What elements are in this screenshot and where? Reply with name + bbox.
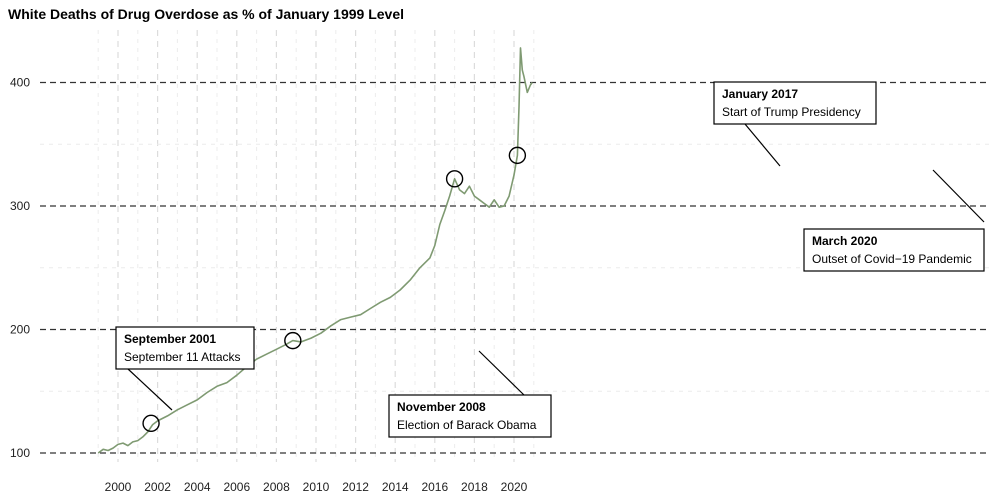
annotation-marker (284, 331, 302, 350)
annotation-leader (478, 350, 525, 396)
x-tick-label: 2016 (421, 480, 448, 494)
annotation-box (388, 394, 552, 438)
x-tick-label: 2004 (184, 480, 211, 494)
annotation-text: Outset of Covid−19 Pandemic (812, 252, 972, 266)
grid-layer (40, 30, 990, 462)
series-line (97, 47, 533, 454)
annotation-text: Election of Barack Obama (397, 418, 537, 432)
x-tick-label: 2020 (501, 480, 528, 494)
annotation-marker (508, 146, 527, 165)
x-tick-label: 2008 (263, 480, 290, 494)
annotation-box (803, 228, 985, 272)
series-layer (97, 47, 533, 454)
annotation-text: Start of Trump Presidency (722, 105, 861, 119)
annotations: September 2001 September 11 Attacks Novemb… (115, 81, 985, 438)
x-tick-label: 2002 (144, 480, 171, 494)
x-tick-label: 2006 (223, 480, 250, 494)
annotation-title: September 2001 (124, 332, 216, 346)
y-tick-label: 300 (10, 199, 30, 213)
y-tick-label: 100 (10, 446, 30, 460)
x-tick-label: 2010 (303, 480, 330, 494)
annotation-text: September 11 Attacks (124, 350, 241, 364)
annotation-box (115, 326, 255, 370)
annotation-leader (127, 368, 173, 411)
annotation-box (713, 81, 877, 125)
tick-labels: 100 200 300 400 2000 2002 2004 2006 2008 2010 2012… (10, 76, 528, 495)
x-tick-label: 2012 (342, 480, 369, 494)
annotation-marker (142, 414, 160, 433)
annotation-leader (744, 123, 781, 167)
annotation-title: January 2017 (722, 87, 798, 101)
chart-title: White Deaths of Drug Overdose as % of Ja… (8, 6, 405, 22)
annotation-title: November 2008 (397, 400, 486, 414)
annotation-leader (932, 169, 985, 223)
x-tick-label: 2018 (461, 480, 488, 494)
y-tick-label: 400 (10, 76, 30, 90)
annotation-marker (445, 170, 464, 188)
x-tick-label: 2000 (105, 480, 132, 494)
x-tick-label: 2014 (382, 480, 409, 494)
y-tick-label: 200 (10, 323, 30, 337)
annotation-title: March 2020 (812, 234, 878, 248)
